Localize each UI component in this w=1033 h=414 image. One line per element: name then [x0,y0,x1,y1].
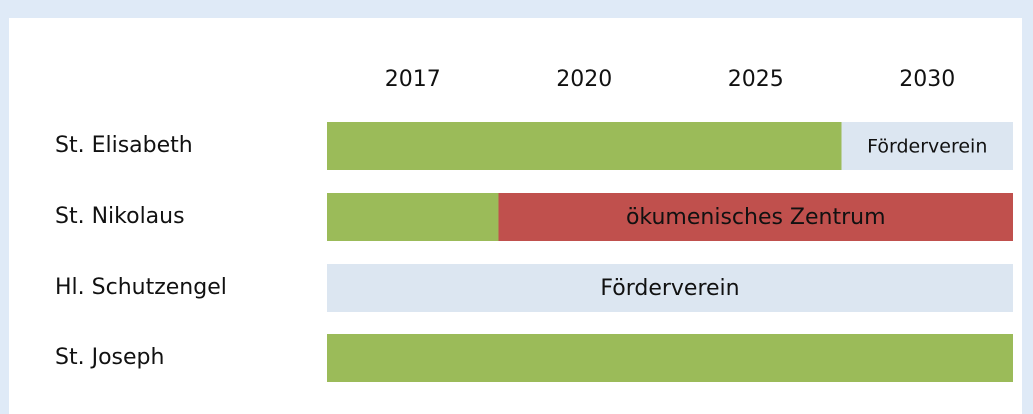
column-header: 2030 [899,67,955,92]
segment-label: Förderverein [600,276,739,301]
segment [327,334,1013,382]
segment-label: Förderverein [867,136,987,158]
segment-label: ökumenisches Zentrum [626,205,886,230]
column-header: 2025 [728,67,784,92]
segment [327,193,499,241]
column-header: 2017 [385,67,441,92]
row-label: St. Nikolaus [55,204,185,229]
row-label: St. Joseph [55,345,164,370]
segment [327,264,1013,312]
row-label: Hl. Schutzengel [55,275,227,300]
segment [327,122,842,170]
column-header: 2020 [556,67,612,92]
row-label: St. Elisabeth [55,133,193,158]
segment [498,193,1013,241]
segment [841,122,1013,170]
